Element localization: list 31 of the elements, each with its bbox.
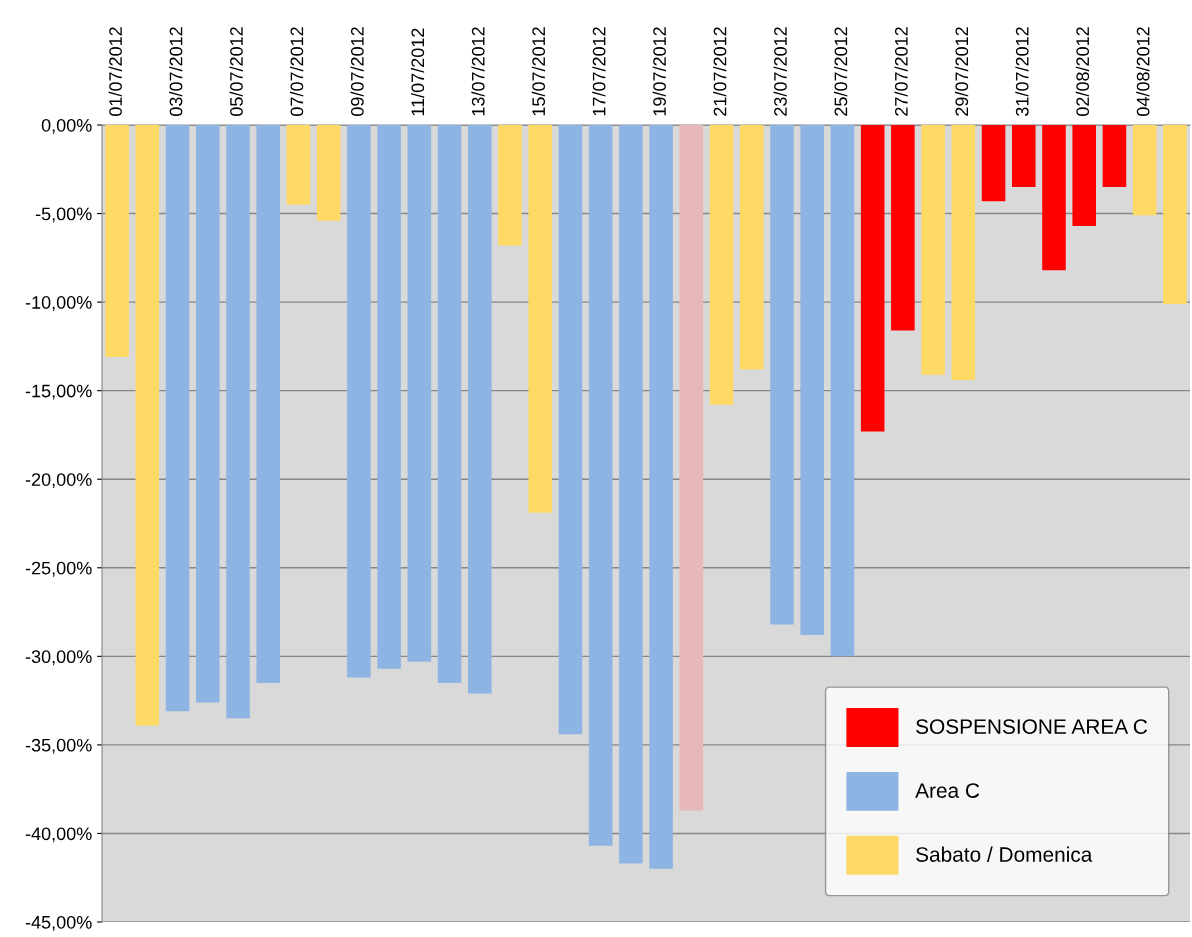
- legend-label: Area C: [915, 783, 980, 798]
- x-tick-label: 21/07/2012: [713, 27, 727, 116]
- x-tick-label: 07/07/2012: [290, 27, 304, 116]
- x-tick-label: 25/07/2012: [834, 27, 848, 116]
- x-tick-label: 09/07/2012: [350, 27, 364, 116]
- y-tick-label: -40,00%: [25, 827, 92, 843]
- y-tick-label: -35,00%: [25, 738, 92, 754]
- x-tick-label: 01/07/2012: [108, 27, 122, 116]
- y-tick-label: -10,00%: [25, 296, 92, 311]
- x-tick-label: 17/07/2012: [592, 27, 606, 116]
- x-tick-label: 03/07/2012: [169, 27, 183, 116]
- legend-label: Sabato / Domenica: [916, 846, 1093, 862]
- x-tick-label: 15/07/2012: [531, 27, 546, 116]
- x-tick-label: 13/07/2012: [471, 27, 485, 116]
- y-tick-label: -45,00%: [25, 915, 92, 931]
- x-tick-label: 23/07/2012: [773, 27, 787, 116]
- x-tick-label: 02/08/2012: [1075, 27, 1090, 116]
- y-tick-label: -20,00%: [25, 473, 92, 489]
- y-tick-label: -30,00%: [25, 650, 92, 666]
- y-tick-label: -15,00%: [25, 384, 92, 400]
- x-tick-label: 05/07/2012: [229, 27, 243, 116]
- x-tick-label: 19/07/2012: [652, 27, 666, 116]
- y-tick-label: 0,00%: [41, 118, 92, 134]
- legend-label: SOSPENSIONE AREA C: [916, 719, 1148, 734]
- y-tick-label: -25,00%: [25, 561, 92, 577]
- x-tick-label: 04/08/2012: [1136, 27, 1150, 116]
- x-tick-label: 11/07/2012: [410, 28, 425, 116]
- x-tick-label: 27/07/2012: [894, 27, 908, 116]
- x-tick-label: 29/07/2012: [954, 27, 969, 116]
- x-tick-label: 31/07/2012: [1015, 27, 1029, 116]
- y-tick-label: -5,00%: [35, 207, 92, 223]
